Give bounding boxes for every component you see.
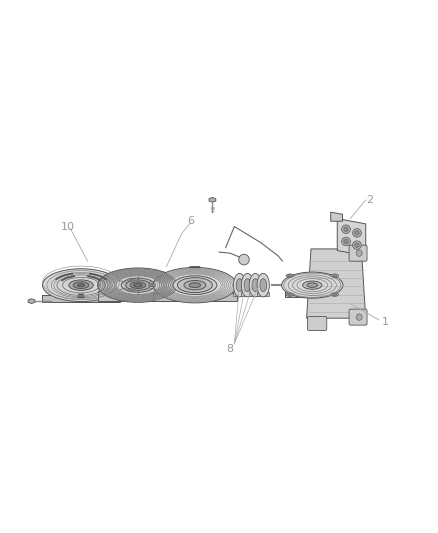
Polygon shape	[209, 198, 216, 202]
Ellipse shape	[332, 294, 337, 296]
Text: 10: 10	[61, 222, 75, 231]
Polygon shape	[28, 298, 35, 304]
Ellipse shape	[126, 280, 150, 290]
Ellipse shape	[42, 269, 120, 302]
Ellipse shape	[356, 250, 362, 256]
Ellipse shape	[129, 279, 133, 281]
Ellipse shape	[239, 254, 249, 265]
Ellipse shape	[121, 278, 155, 292]
Ellipse shape	[288, 294, 292, 296]
Text: 8: 8	[226, 344, 233, 354]
Ellipse shape	[356, 314, 362, 320]
Text: 2: 2	[367, 195, 374, 205]
Polygon shape	[233, 292, 246, 296]
Ellipse shape	[78, 284, 85, 287]
Ellipse shape	[236, 279, 243, 292]
Polygon shape	[249, 292, 261, 296]
Polygon shape	[307, 249, 366, 318]
Ellipse shape	[257, 273, 269, 297]
Ellipse shape	[282, 272, 343, 298]
Ellipse shape	[355, 243, 359, 247]
Ellipse shape	[332, 274, 337, 277]
Polygon shape	[285, 285, 325, 297]
Polygon shape	[337, 219, 366, 256]
Ellipse shape	[342, 225, 350, 233]
Ellipse shape	[73, 282, 89, 288]
Text: 1: 1	[382, 318, 389, 327]
Ellipse shape	[331, 274, 339, 277]
Ellipse shape	[355, 231, 359, 235]
Ellipse shape	[130, 282, 146, 288]
Ellipse shape	[331, 293, 339, 296]
Ellipse shape	[286, 274, 294, 277]
FancyBboxPatch shape	[349, 245, 367, 261]
Ellipse shape	[98, 268, 178, 302]
Ellipse shape	[177, 278, 212, 293]
Ellipse shape	[252, 279, 259, 292]
Polygon shape	[42, 295, 120, 302]
Ellipse shape	[288, 274, 292, 277]
Ellipse shape	[307, 283, 318, 287]
Text: 6: 6	[187, 216, 194, 226]
Ellipse shape	[342, 237, 350, 246]
Ellipse shape	[69, 280, 93, 290]
Ellipse shape	[233, 273, 246, 297]
Ellipse shape	[129, 289, 133, 291]
Ellipse shape	[184, 280, 206, 290]
Polygon shape	[331, 212, 343, 221]
Ellipse shape	[353, 241, 361, 249]
FancyBboxPatch shape	[349, 309, 367, 325]
Ellipse shape	[244, 279, 251, 292]
Polygon shape	[257, 292, 269, 296]
Ellipse shape	[260, 279, 267, 292]
Ellipse shape	[344, 227, 348, 231]
Polygon shape	[241, 292, 254, 296]
Polygon shape	[98, 290, 178, 301]
Ellipse shape	[286, 293, 294, 296]
Polygon shape	[153, 293, 237, 301]
Ellipse shape	[241, 273, 254, 297]
Ellipse shape	[173, 276, 217, 294]
Ellipse shape	[153, 268, 237, 303]
Ellipse shape	[127, 289, 134, 292]
Ellipse shape	[303, 281, 322, 289]
Ellipse shape	[249, 273, 261, 297]
Ellipse shape	[353, 229, 361, 237]
Ellipse shape	[189, 282, 201, 288]
FancyBboxPatch shape	[307, 317, 327, 330]
Ellipse shape	[150, 285, 154, 286]
Ellipse shape	[127, 279, 134, 281]
Ellipse shape	[344, 239, 348, 244]
Ellipse shape	[134, 284, 142, 287]
Ellipse shape	[148, 284, 155, 287]
